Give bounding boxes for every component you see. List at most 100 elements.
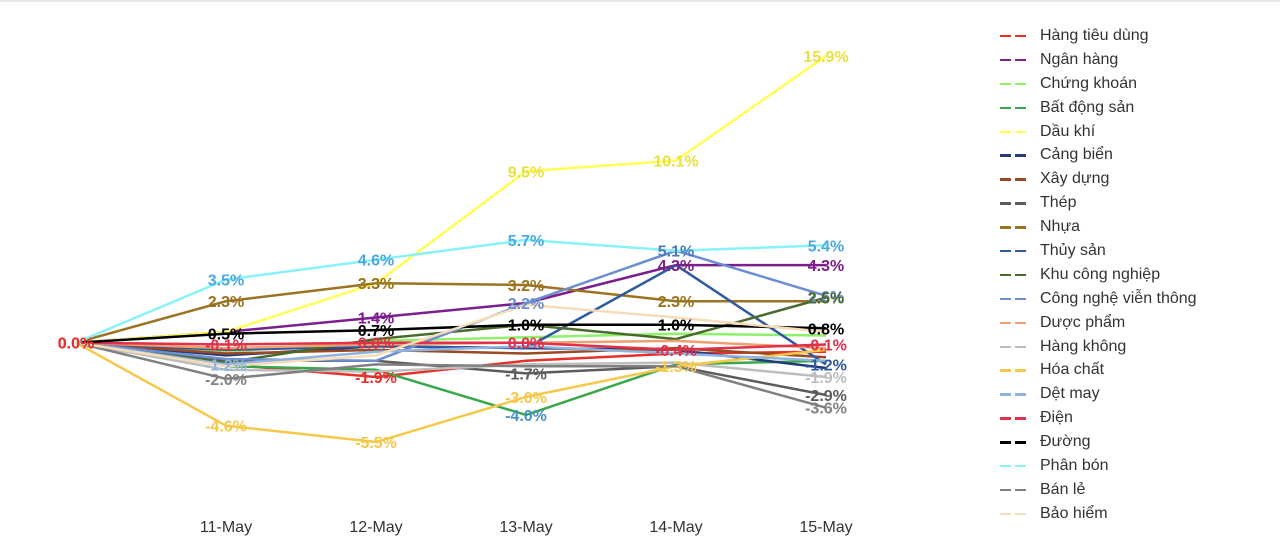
legend: Hàng tiêu dùng Ngân hàng Chứng khoán Bất độ… xyxy=(1000,24,1270,526)
legend-swatch-icon xyxy=(1000,364,1030,376)
data-label-21: 1.0% xyxy=(508,318,544,335)
legend-item-7: Thép xyxy=(1000,191,1270,215)
legend-item-3: Bất động sản xyxy=(1000,96,1270,120)
data-label-12: 1.4% xyxy=(358,311,394,328)
data-label-19: 3.2% xyxy=(508,278,544,295)
data-label-10: 3.3% xyxy=(358,276,394,293)
data-label-18: 5.7% xyxy=(508,233,544,250)
legend-item-6: Xây dựng xyxy=(1000,167,1270,191)
legend-label: Bất động sản xyxy=(1040,98,1135,116)
data-label-1: 0.0% xyxy=(58,336,94,353)
legend-label: Bán lẻ xyxy=(1040,480,1086,498)
legend-item-5: Cảng biển xyxy=(1000,143,1270,167)
data-label-15: -1.9% xyxy=(355,370,397,387)
legend-swatch-icon xyxy=(1000,173,1030,185)
data-label-40: -1.2% xyxy=(805,357,847,374)
legend-label: Cảng biển xyxy=(1040,146,1113,164)
legend-swatch-icon xyxy=(1000,460,1030,472)
legend-swatch-icon xyxy=(1000,126,1030,138)
x-tick-label-2: 12-May xyxy=(349,519,402,536)
legend-item-2: Chứng khoán xyxy=(1000,72,1270,96)
legend-label: Dược phẩm xyxy=(1040,313,1126,331)
data-label-9: 4.6% xyxy=(358,253,394,270)
legend-swatch-icon xyxy=(1000,317,1030,329)
data-label-42: -2.9% xyxy=(805,388,847,405)
legend-swatch-icon xyxy=(1000,197,1030,209)
legend-label: Thép xyxy=(1040,194,1077,212)
x-axis: 11-May 12-May 13-May 14-May 15-May xyxy=(200,519,853,536)
legend-swatch-icon xyxy=(1000,412,1030,424)
series-line-18 xyxy=(75,238,827,344)
legend-item-13: Hàng không xyxy=(1000,335,1270,359)
series-line-8 xyxy=(75,281,826,344)
legend-label: Hàng không xyxy=(1040,337,1127,355)
series-line-19 xyxy=(75,341,827,409)
legend-swatch-icon xyxy=(1000,388,1030,400)
series-line-14 xyxy=(75,341,827,444)
x-tick-label-3: 13-May xyxy=(499,519,552,536)
legend-swatch-icon xyxy=(1000,30,1030,42)
data-label-24: -3.0% xyxy=(505,390,547,407)
series-line-2 xyxy=(75,332,827,353)
legend-item-17: Đường xyxy=(1000,430,1270,454)
legend-item-0: Hàng tiêu dùng xyxy=(1000,24,1270,48)
data-label-23: -1.7% xyxy=(505,366,547,383)
series-line-9 xyxy=(75,263,827,366)
legend-label: Bảo hiểm xyxy=(1040,504,1108,522)
data-label-0: 0.0% xyxy=(58,336,94,353)
legend-label: Điện xyxy=(1040,409,1073,427)
legend-swatch-icon xyxy=(1000,484,1030,496)
data-label-25: -4.0% xyxy=(505,408,547,425)
legend-label: Thủy sản xyxy=(1040,241,1106,259)
data-label-35: 4.3% xyxy=(808,258,844,275)
data-label-2: -0.1% xyxy=(205,338,247,355)
data-label-17: 9.5% xyxy=(508,164,544,181)
data-label-36: 2.6% xyxy=(808,289,844,306)
legend-swatch-icon xyxy=(1000,54,1030,66)
data-labels: 0.0%0.0% -0.1%0.5%2.3%3.5%-4.6%-2.0%-1.2%… xyxy=(58,49,849,452)
series-line-20 xyxy=(75,303,827,368)
data-label-31: -0.4% xyxy=(655,343,697,360)
data-label-41: -1.9% xyxy=(805,370,847,387)
data-label-30: 1.0% xyxy=(658,318,694,335)
legend-label: Xây dựng xyxy=(1040,170,1110,188)
legend-item-9: Thủy sản xyxy=(1000,239,1270,263)
data-label-26: 10.1% xyxy=(653,154,698,171)
data-label-27: 5.1% xyxy=(658,244,694,261)
legend-item-10: Khu công nghiệp xyxy=(1000,263,1270,287)
data-label-37: 2.5% xyxy=(808,291,844,308)
data-label-6: -4.6% xyxy=(205,419,247,436)
legend-label: Hóa chất xyxy=(1040,361,1105,379)
legend-item-4: Dầu khí xyxy=(1000,120,1270,144)
legend-swatch-icon xyxy=(1000,102,1030,114)
legend-label: Đường xyxy=(1040,433,1091,451)
legend-swatch-icon xyxy=(1000,508,1030,520)
legend-swatch-icon xyxy=(1000,269,1030,281)
data-label-7: -2.0% xyxy=(205,372,247,389)
legend-swatch-icon xyxy=(1000,78,1030,90)
legend-swatch-icon xyxy=(1000,293,1030,305)
series-line-16 xyxy=(75,341,827,352)
series-lines xyxy=(75,54,827,444)
legend-label: Dệt may xyxy=(1040,385,1100,403)
data-label-43: -3.6% xyxy=(805,401,847,418)
legend-item-16: Điện xyxy=(1000,406,1270,430)
data-label-38: 0.8% xyxy=(808,321,844,338)
x-tick-label-5: 15-May xyxy=(799,519,852,536)
legend-label: Công nghệ viễn thông xyxy=(1040,289,1197,307)
data-label-28: 4.3% xyxy=(658,258,694,275)
legend-swatch-icon xyxy=(1000,245,1030,257)
legend-item-8: Nhựa xyxy=(1000,215,1270,239)
data-label-22: 0.0% xyxy=(508,336,544,353)
data-label-3: 0.5% xyxy=(208,327,244,344)
legend-item-15: Dệt may xyxy=(1000,382,1270,406)
legend-label: Ngân hàng xyxy=(1040,50,1119,68)
legend-label: Hàng tiêu dùng xyxy=(1040,26,1149,44)
data-label-29: 2.3% xyxy=(658,294,694,311)
legend-item-20: Bảo hiểm xyxy=(1000,502,1270,526)
series-line-17 xyxy=(75,323,827,344)
data-label-32: -1.3% xyxy=(655,359,697,376)
legend-label: Chứng khoán xyxy=(1040,74,1137,92)
